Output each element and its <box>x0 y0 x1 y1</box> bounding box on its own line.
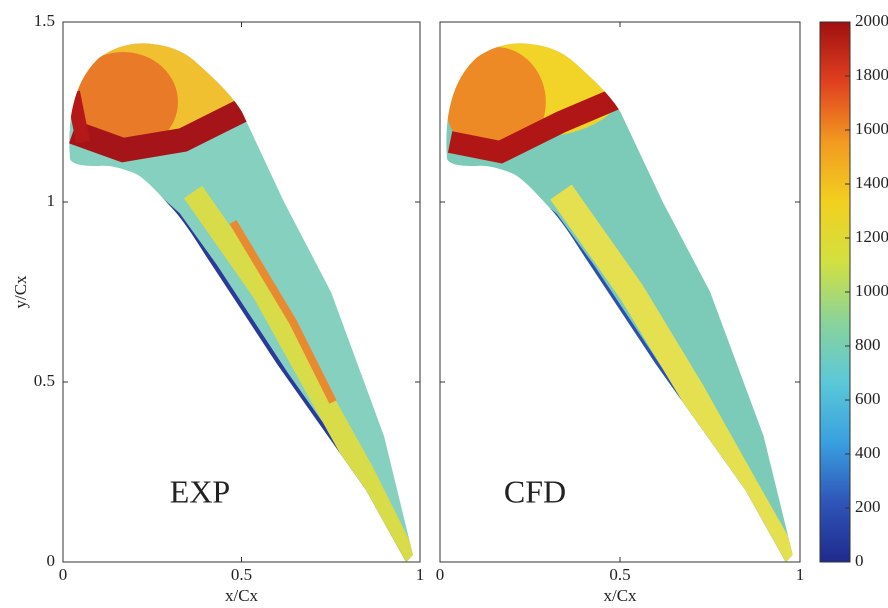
colorbar-tick-label: 800 <box>855 335 881 354</box>
colorbar-tick-label: 1000 <box>855 281 888 300</box>
y-tick-label: 0.5 <box>34 371 55 390</box>
x-tick-label: 1 <box>796 565 805 584</box>
colorbar-tick-label: 600 <box>855 389 881 408</box>
y-tick-label: 1.5 <box>34 11 55 30</box>
colorbar-tick-label: 2000 <box>855 11 888 30</box>
x-tick-label: 1 <box>416 565 425 584</box>
colorbar-tick-label: 200 <box>855 497 881 516</box>
x-tick-label: 0 <box>436 565 445 584</box>
y-axis-label: y/Cx <box>11 275 30 309</box>
exp-field <box>69 43 413 563</box>
x-axis-label: x/Cx <box>603 586 637 605</box>
colorbar-tick-label: 1800 <box>855 65 888 84</box>
x-tick-label: 0.5 <box>609 565 630 584</box>
colorbar-tick-label: 1200 <box>855 227 888 246</box>
cfd-field <box>446 43 793 563</box>
x-tick-label: 0 <box>59 565 68 584</box>
annotation: EXP <box>170 473 230 509</box>
x-axis-label: x/Cx <box>225 586 259 605</box>
y-tick-label: 1 <box>47 191 56 210</box>
colorbar-tick-label: 1600 <box>855 119 888 138</box>
y-tick-label: 0 <box>47 551 56 570</box>
annotation: CFD <box>504 473 566 509</box>
colorbar-tick-label: 0 <box>855 551 864 570</box>
colorbar-tick-label: 400 <box>855 443 881 462</box>
colorbar-tick-label: 1400 <box>855 173 888 192</box>
x-tick-label: 0.5 <box>231 565 252 584</box>
